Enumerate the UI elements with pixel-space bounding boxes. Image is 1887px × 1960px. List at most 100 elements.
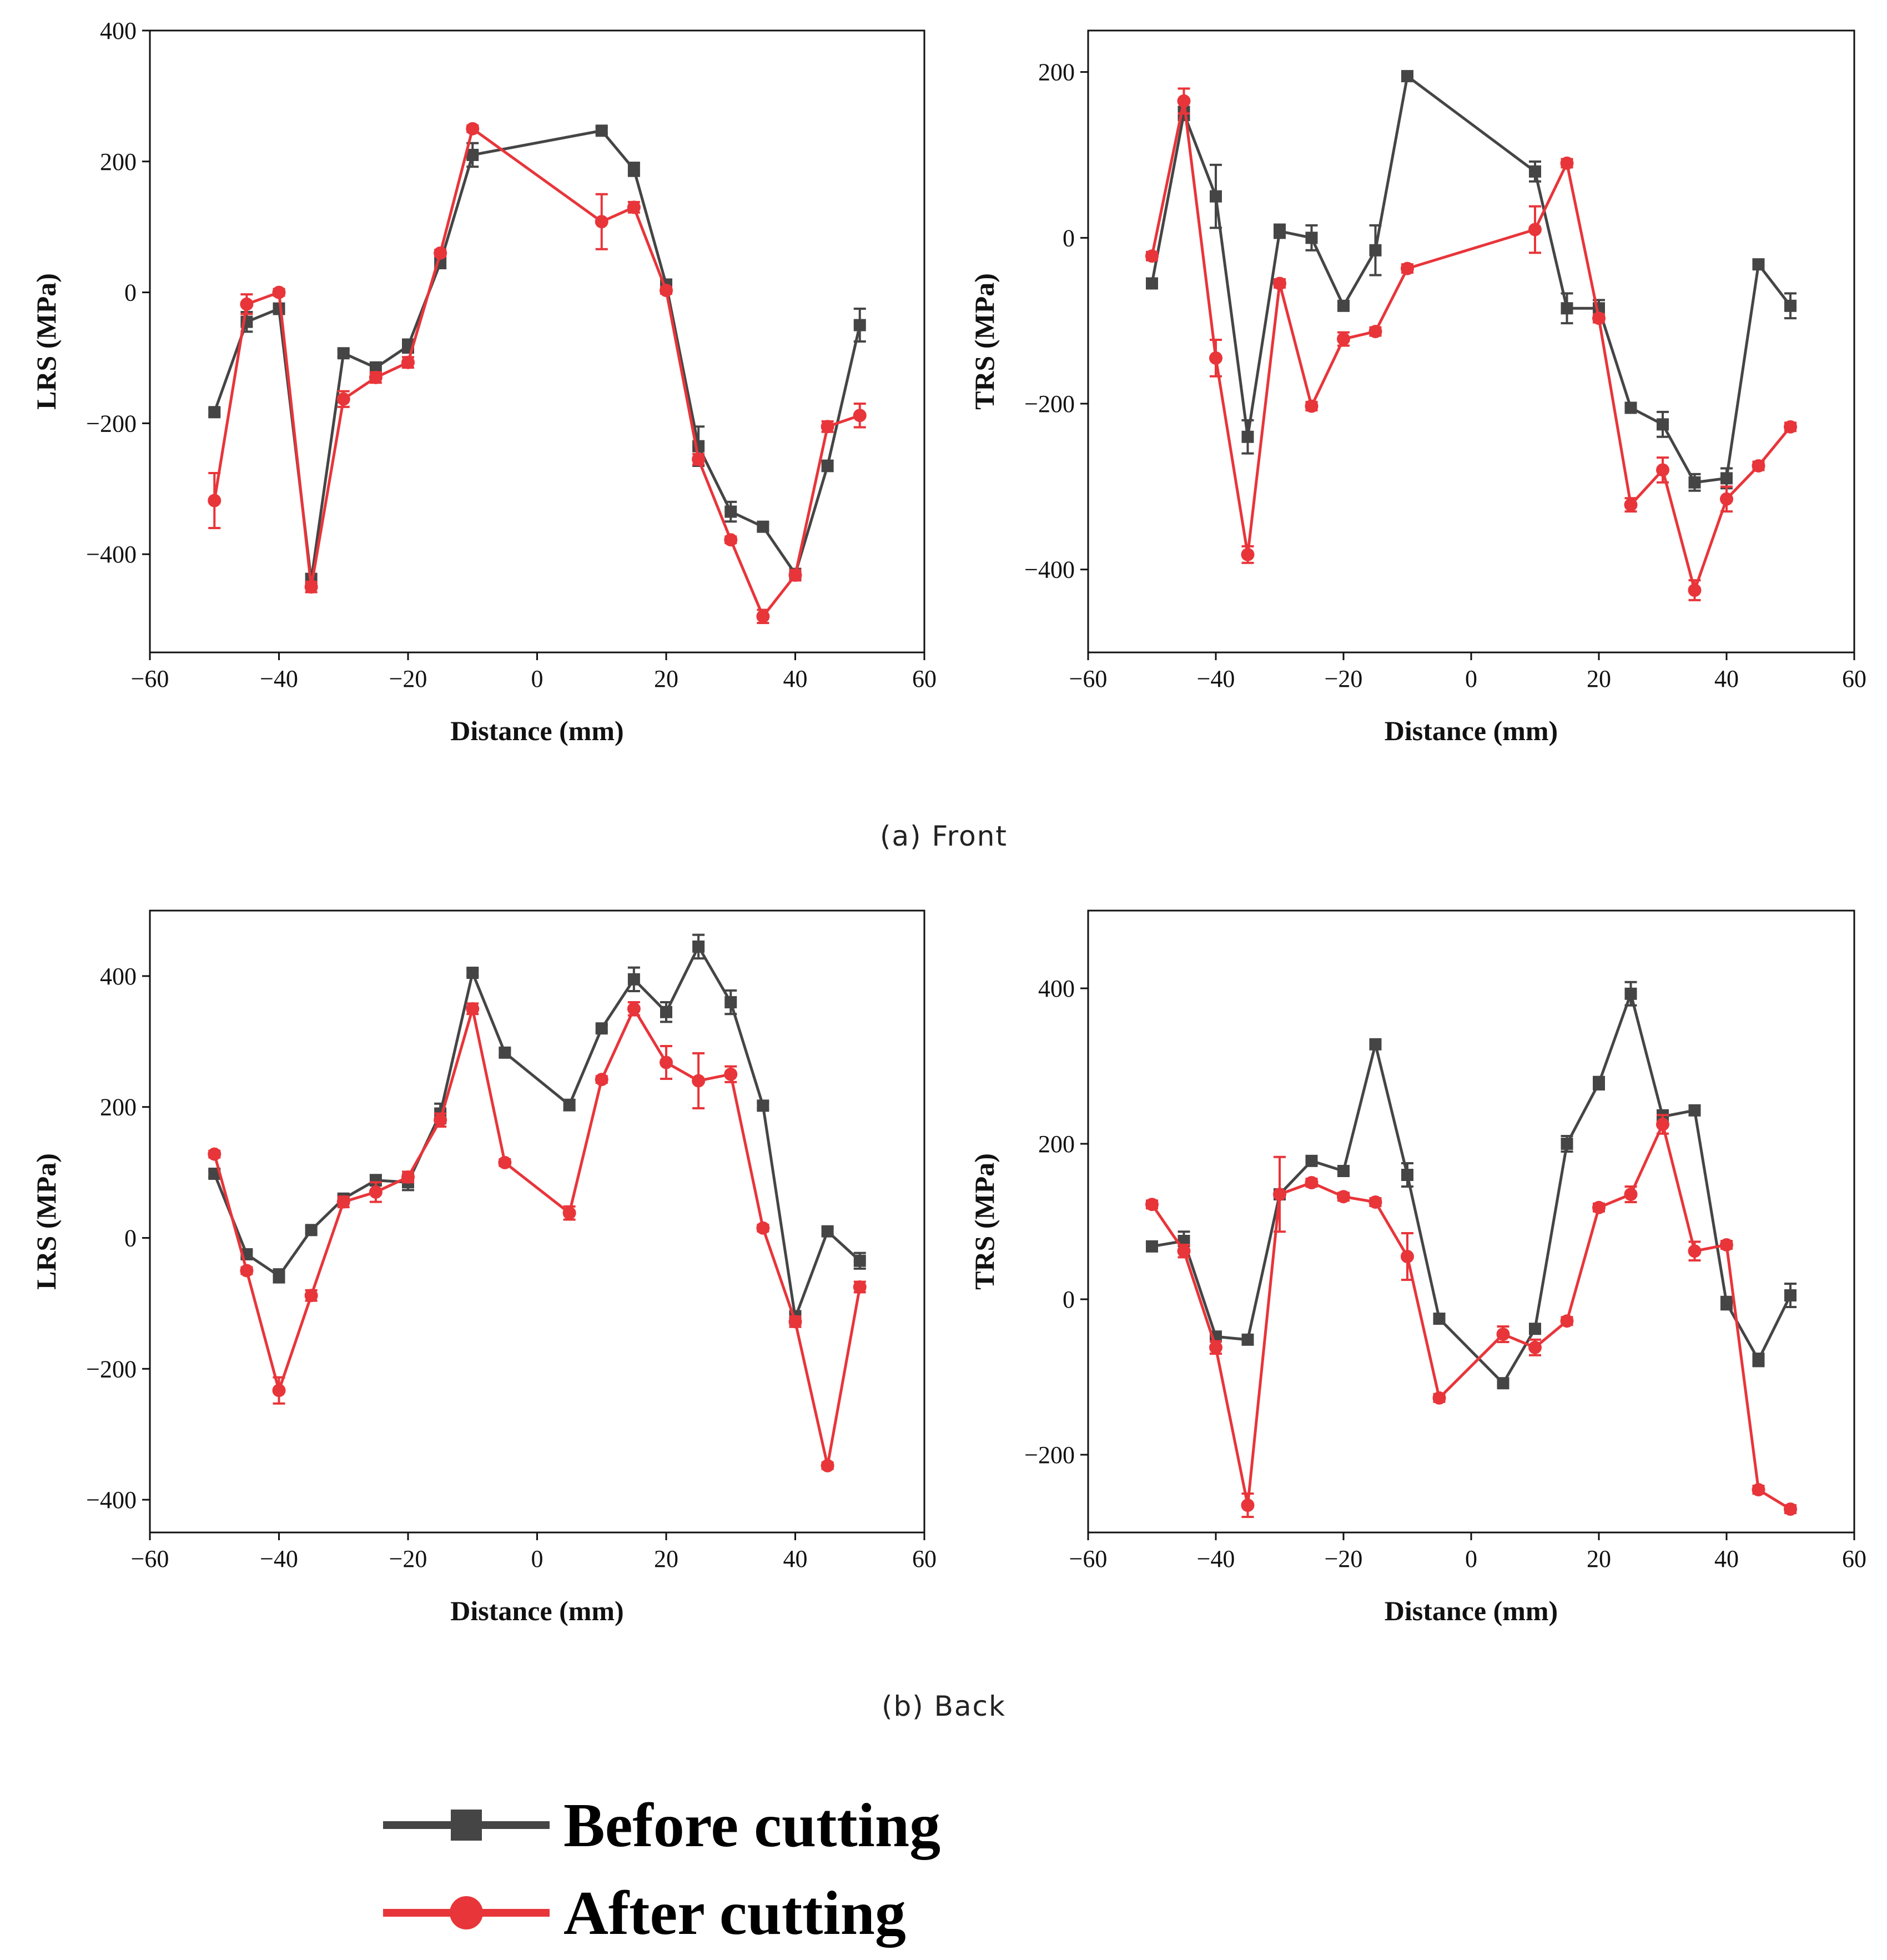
- plot-frame: [149, 29, 925, 654]
- x-tick-label: 0: [1465, 1545, 1477, 1572]
- data-point: [1241, 430, 1254, 443]
- y-tick-label: −200: [1024, 1441, 1075, 1469]
- data-point: [1657, 418, 1669, 431]
- data-point: [1305, 1154, 1318, 1167]
- data-point: [1720, 492, 1733, 506]
- series-line: [1151, 992, 1792, 1385]
- legend-before-marker: [451, 1810, 482, 1841]
- x-tick-label: 20: [1587, 665, 1611, 692]
- data-point: [1561, 302, 1573, 315]
- data-point: [1497, 1377, 1509, 1390]
- data-point: [627, 1002, 641, 1016]
- data-point: [1784, 299, 1797, 312]
- legend: Before cutting After cutting: [383, 1791, 940, 1948]
- x-tick-label: 60: [1842, 665, 1866, 692]
- y-tick-label: 400: [100, 17, 137, 44]
- series-before-cutting: [208, 933, 866, 1326]
- data-point: [1529, 1323, 1541, 1335]
- data-point: [724, 533, 738, 547]
- data-point: [595, 215, 608, 229]
- data-point: [821, 1225, 834, 1238]
- data-point: [724, 505, 737, 518]
- data-point: [1401, 262, 1414, 275]
- data-point: [1177, 1244, 1191, 1258]
- data-point: [1369, 1038, 1382, 1051]
- series-after-cutting: [1145, 1114, 1797, 1518]
- data-point: [821, 420, 834, 434]
- series-after-cutting: [208, 122, 867, 624]
- y-tick-label: 0: [1063, 1286, 1075, 1313]
- y-tick-label: 0: [1063, 224, 1075, 252]
- data-point: [336, 1195, 350, 1209]
- x-tick-label: −60: [1069, 1545, 1108, 1572]
- x-tick-label: 40: [783, 1545, 808, 1572]
- data-point: [1273, 277, 1286, 290]
- chart-front-lrs: −60 −40 −20 0 20 40 60−400−2000200400Distance …: [31, 17, 937, 746]
- data-point: [1145, 249, 1159, 263]
- data-point: [1688, 1104, 1701, 1117]
- series-after-cutting: [1145, 87, 1797, 601]
- data-point: [1720, 1238, 1733, 1252]
- data-point: [336, 392, 350, 406]
- x-tick-label: 60: [912, 1545, 937, 1572]
- data-point: [1432, 1391, 1446, 1405]
- x-axis-label: Distance (mm): [1385, 1595, 1558, 1626]
- data-point: [1496, 1328, 1510, 1341]
- y-tick-label: −200: [1024, 390, 1075, 418]
- plot-frame: [149, 909, 925, 1534]
- x-tick-label: 0: [531, 1545, 544, 1572]
- data-point: [1688, 476, 1701, 489]
- data-point: [1560, 1314, 1574, 1328]
- data-point: [466, 1002, 480, 1016]
- x-tick-label: 60: [1842, 1545, 1866, 1572]
- data-point: [1337, 1190, 1350, 1204]
- series-line: [1150, 1123, 1792, 1511]
- y-tick-label: −200: [86, 1355, 137, 1383]
- legend-after-marker: [450, 1896, 483, 1929]
- data-point: [1529, 165, 1541, 178]
- data-point: [369, 361, 382, 374]
- data-point: [240, 297, 254, 311]
- data-point: [1337, 299, 1350, 312]
- data-point: [821, 1459, 834, 1472]
- data-point: [724, 996, 737, 1009]
- data-point: [1688, 584, 1702, 597]
- data-point: [724, 1067, 738, 1081]
- x-tick-label: −20: [1325, 1545, 1363, 1572]
- x-tick-label: 20: [654, 1545, 678, 1572]
- y-tick-label: 200: [100, 1094, 137, 1121]
- data-point: [1146, 1240, 1158, 1253]
- data-point: [272, 285, 286, 299]
- x-tick-label: 20: [654, 665, 678, 692]
- data-point: [1401, 1250, 1414, 1263]
- data-point: [272, 1384, 286, 1398]
- series-line: [213, 127, 861, 618]
- data-point: [1752, 258, 1765, 271]
- data-point: [434, 246, 447, 260]
- data-point: [1177, 94, 1191, 108]
- series-before-cutting: [1146, 981, 1797, 1390]
- data-point: [1273, 1188, 1286, 1201]
- series-after-cutting: [208, 1001, 867, 1472]
- data-point: [1720, 472, 1733, 485]
- data-point: [1624, 401, 1637, 414]
- data-point: [595, 1022, 608, 1035]
- data-point: [1433, 1313, 1446, 1325]
- series-before-cutting: [208, 124, 866, 589]
- data-point: [208, 1147, 222, 1161]
- data-point: [757, 1099, 769, 1112]
- data-point: [499, 1046, 511, 1059]
- data-point: [853, 409, 867, 423]
- data-point: [660, 1056, 673, 1069]
- data-point: [563, 1099, 576, 1112]
- data-point: [466, 149, 479, 161]
- data-point: [1368, 325, 1382, 339]
- data-point: [562, 1206, 576, 1220]
- x-tick-label: −40: [1197, 1545, 1235, 1572]
- y-tick-label: −400: [86, 1486, 137, 1514]
- legend-entry-before: Before cutting: [383, 1791, 940, 1860]
- y-axis-label: TRS (MPa): [969, 1153, 1000, 1290]
- legend-entry-after: After cutting: [383, 1879, 906, 1948]
- data-point: [1656, 463, 1669, 477]
